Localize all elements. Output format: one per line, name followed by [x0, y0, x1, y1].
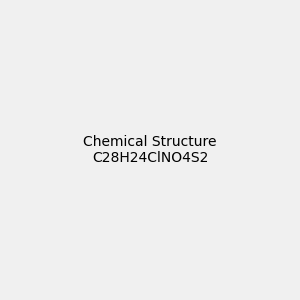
- Text: Chemical Structure
C28H24ClNO4S2: Chemical Structure C28H24ClNO4S2: [83, 135, 217, 165]
